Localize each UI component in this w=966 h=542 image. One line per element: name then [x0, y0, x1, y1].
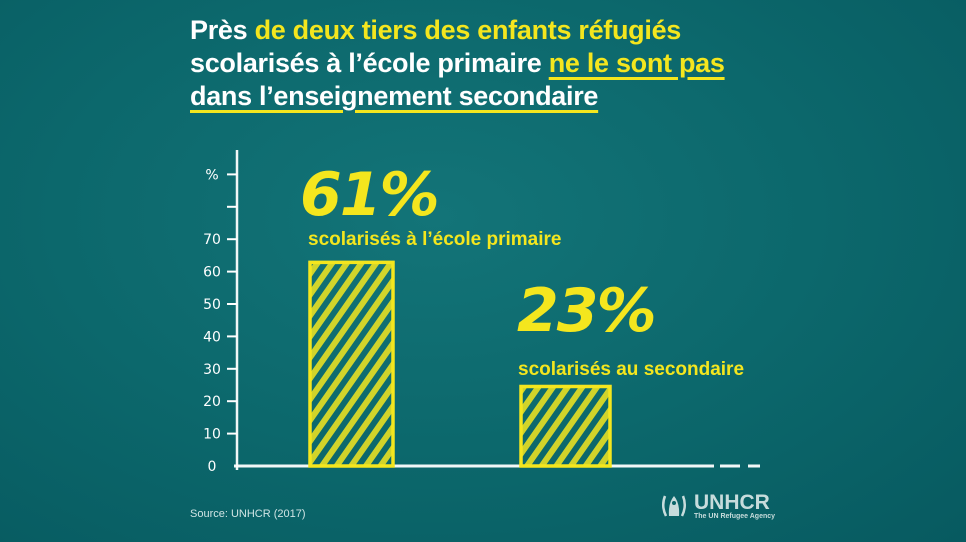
y-tick-label: 20	[203, 394, 221, 410]
unhcr-emblem-icon	[662, 495, 686, 517]
bar	[308, 260, 395, 468]
unhcr-logo: UNHCR The UN Refugee Agency	[659, 491, 775, 521]
source-note: Source: UNHCR (2017)	[190, 508, 306, 520]
value-label-secondary: 23%	[517, 276, 657, 346]
bar	[519, 384, 612, 468]
y-tick-label: 10	[203, 427, 221, 443]
title-highlight: ne le sont pas	[548, 48, 725, 78]
title-line-3: dans l’enseignement secondaire	[190, 81, 599, 111]
title-line-1: Près de deux tiers des enfants réfugiés	[190, 14, 725, 47]
bar-hatch	[521, 386, 610, 466]
category-label-secondary: scolarisés au secondaire	[518, 359, 745, 380]
y-tick-label: 0	[208, 459, 217, 475]
title-highlight: de deux tiers des enfants réfugiés	[254, 15, 682, 45]
y-tick-label: 60	[203, 265, 221, 281]
bar-hatch	[310, 262, 393, 466]
category-label-primary: scolarisés à l’école primaire	[308, 229, 562, 250]
chart-title: Près de deux tiers des enfants réfugiés …	[190, 14, 725, 113]
y-tick-label: 70	[203, 232, 221, 248]
logo-subtitle: The UN Refugee Agency	[694, 512, 776, 520]
y-axis-label: %	[205, 167, 218, 183]
title-line-2: scolarisés à l’école primaire ne le sont…	[190, 47, 725, 80]
logo-name: UNHCR	[694, 490, 770, 514]
y-tick-label: 40	[203, 329, 221, 345]
y-tick-label: 50	[203, 297, 221, 313]
value-label-primary: 61%	[300, 160, 440, 230]
title-text: Près	[190, 15, 255, 45]
title-text: scolarisés à l’école primaire	[190, 48, 549, 78]
y-tick-label: 30	[203, 362, 221, 378]
